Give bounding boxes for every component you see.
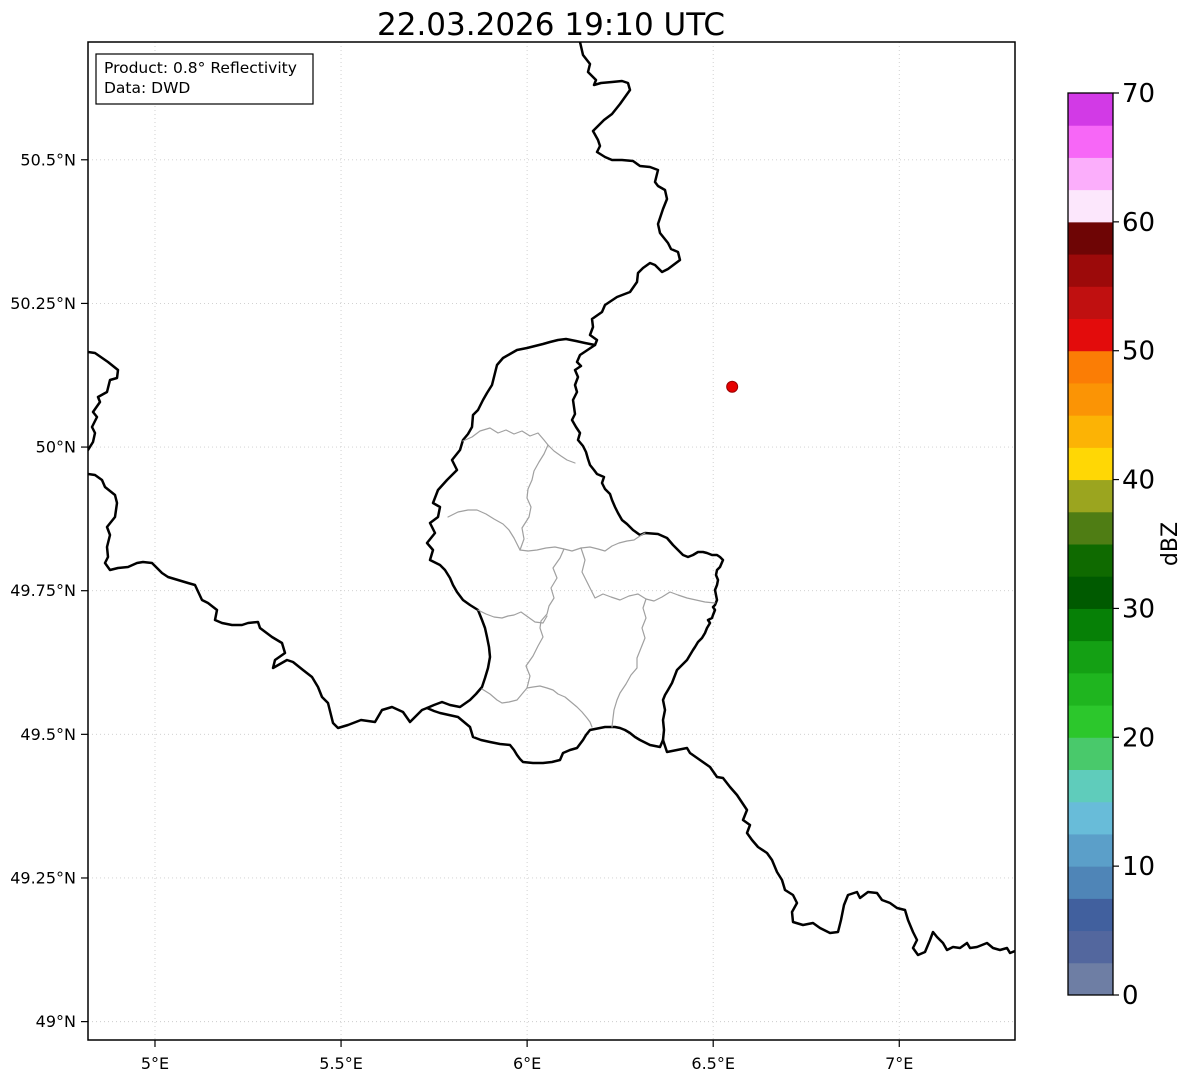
border-france-belgium [88,472,429,730]
x-tick-label: 7°E [885,1054,913,1073]
canton-border [462,427,576,464]
colorbar-tick-label: 30 [1122,594,1155,624]
colorbar-segment [1068,801,1113,835]
colorbar-tick-label: 20 [1122,723,1155,753]
x-tick-label: 5°E [141,1054,169,1073]
colorbar-tick-label: 40 [1122,466,1155,496]
colorbar-axis-label: dBZ [1158,522,1183,566]
canton-border [611,598,647,728]
colorbar-segment [1068,93,1113,126]
y-tick-label: 50.25°N [10,294,76,313]
canton-border [580,547,716,604]
colorbar-segment [1068,447,1113,481]
colorbar-segment [1068,479,1113,513]
colorbar-segment [1068,415,1113,448]
colorbar-segment [1068,125,1113,158]
y-tick-label: 50°N [36,438,76,457]
colorbar-segment [1068,318,1113,352]
map-frame [87,41,1016,1041]
x-tick-label: 5.5°E [319,1054,363,1073]
colorbar-segment [1068,769,1113,803]
colorbar-tick-label: 70 [1122,79,1155,109]
colorbar-segment [1068,350,1113,384]
colorbar-segment [1068,544,1113,577]
colorbar-tick-label: 60 [1122,208,1155,238]
canton-border [447,509,646,552]
border-germany-belgium-france [570,42,1015,957]
border-luxembourg [425,337,665,765]
colorbar-segment [1068,382,1113,416]
info-box: Product: 0.8° Reflectivity Data: DWD [95,53,314,105]
colorbar-segment [1068,640,1113,674]
canton-border [477,609,548,624]
x-tick-label: 6.5°E [691,1054,735,1073]
colorbar-segment [1068,833,1113,867]
colorbar-tick-label: 50 [1122,337,1155,367]
y-tick-label: 49.5°N [20,725,76,744]
colorbar-frame [1067,92,1114,996]
info-box-frame [95,53,314,105]
colorbar-segment [1068,511,1113,545]
colorbar-segment [1068,866,1113,899]
x-axis: 5°E 5.5°E 6°E 6.5°E 7°E [141,1040,913,1073]
colorbar-segment [1068,157,1113,191]
colorbar-segment [1068,576,1113,609]
info-box-data-line: Data: DWD [104,79,190,97]
colorbar-tick-label: 10 [1122,852,1155,882]
map-layer [88,42,1015,957]
colorbar-ticks: 0 10 20 30 40 50 60 70 [1113,79,1155,1011]
colorbar-segment [1068,189,1113,223]
y-axis: 50.5°N 50.25°N 50°N 49.75°N 49.5°N 49.25°N 49°… [10,150,88,1031]
colorbar-segment [1068,737,1113,770]
colorbar-segment [1068,705,1113,738]
colorbar-segment [1068,608,1113,642]
canton-border [481,685,593,728]
y-tick-label: 49.25°N [10,868,76,887]
canton-border [525,548,565,689]
colorbar-segment [1068,898,1113,932]
grid-lines [88,42,1015,1040]
colorbar-tick-label: 0 [1122,981,1139,1011]
colorbar-segment [1068,672,1113,706]
y-tick-label: 49.75°N [10,581,76,600]
luxembourg-canton-borders [447,427,716,728]
colorbar-segment [1068,221,1113,255]
figure-title: 22.03.2026 19:10 UTC [377,7,725,43]
canton-border [519,444,549,551]
y-tick-label: 50.5°N [20,150,76,169]
x-tick-label: 6°E [513,1054,541,1073]
border-france-belgium-west-fragment [88,350,120,452]
colorbar-segment [1068,286,1113,319]
colorbar [1068,93,1113,996]
y-tick-label: 49°N [36,1012,76,1031]
colorbar-segment [1068,930,1113,964]
radar-site-dot [726,380,739,393]
info-box-product-line: Product: 0.8° Reflectivity [104,59,297,77]
radar-site-marker [726,380,739,393]
colorbar-segment [1068,962,1113,996]
colorbar-segment [1068,254,1113,287]
